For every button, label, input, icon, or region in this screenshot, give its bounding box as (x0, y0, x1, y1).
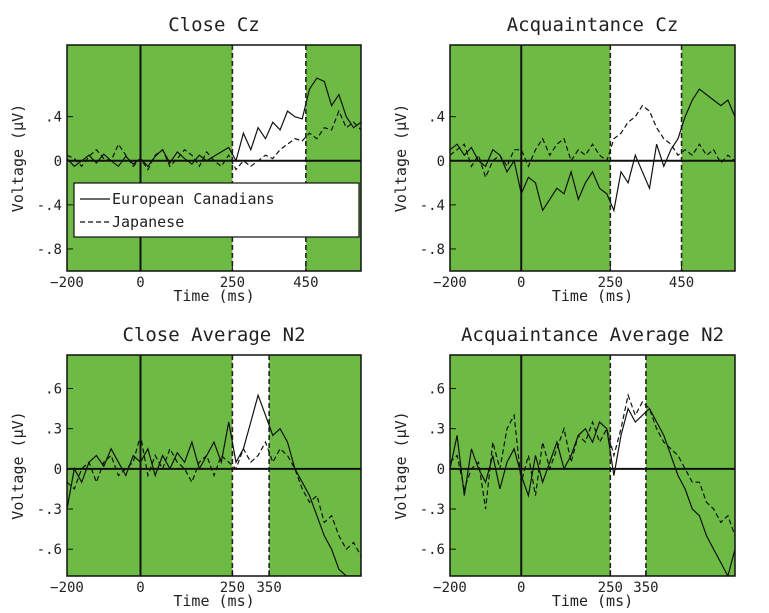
x-tick-label: 0 (517, 275, 525, 291)
y-tick-label: 0 (54, 462, 62, 478)
x-tick-label: 450 (669, 275, 694, 291)
x-tick-label: 0 (136, 580, 144, 596)
chart-panel-4: .6 .3 0 -.3 -.6 −200 0 250 350 Acquaintance Avera… (392, 324, 736, 610)
panel-title: Close Cz (168, 14, 260, 36)
x-tick-label: 0 (517, 580, 525, 596)
y-tick-label: 0 (54, 154, 62, 170)
panel-title: Acquaintance Cz (507, 14, 679, 36)
y-axis-label: Voltage (μV) (392, 411, 410, 519)
x-tick-label: 450 (293, 275, 318, 291)
x-tick-label: 0 (136, 275, 144, 291)
series-japanese-line (67, 109, 361, 171)
series-japanese-line (450, 104, 735, 179)
y-tick-label: .4 (45, 110, 62, 126)
legend-label: European Canadians (112, 190, 275, 208)
y-tick-label: -.4 (420, 198, 445, 214)
plot-frame (66, 44, 362, 272)
y-tick-label: 0 (437, 462, 445, 478)
shaded-region (681, 45, 735, 271)
y-tick-label: -.3 (37, 502, 62, 518)
plot-frame (449, 354, 736, 577)
y-tick-label: -.8 (420, 242, 445, 258)
y-tick-label: -.8 (37, 242, 62, 258)
y-tick-label: -.6 (420, 542, 445, 558)
series-european-canadians-line (450, 406, 735, 576)
series-european-canadians-line (67, 77, 361, 168)
y-tick-label: .4 (428, 110, 445, 126)
series-european-canadians-line (450, 88, 735, 213)
x-tick-label: 350 (633, 580, 658, 596)
x-tick-label: 250 (598, 275, 623, 291)
x-tick-label: −200 (50, 580, 84, 596)
shaded-region (450, 45, 611, 271)
shaded-region (67, 355, 233, 576)
chart-panel-1: .4 0 -.4 -.8 −200 0 250 450 Close Cz Time (ms) Vol… (9, 14, 362, 305)
panel-title: Acquaintance Average N2 (461, 324, 724, 346)
x-axis-label: Time (ms) (173, 287, 254, 305)
x-tick-label: −200 (50, 275, 84, 291)
y-axis-label: Voltage (μV) (9, 411, 27, 519)
x-tick-label: 250 (598, 580, 623, 596)
y-tick-label: .3 (428, 422, 445, 438)
y-tick-label: 0 (437, 154, 445, 170)
shaded-region (269, 355, 361, 576)
y-tick-label: -.3 (420, 502, 445, 518)
y-tick-label: .6 (428, 381, 445, 397)
x-axis-label: Time (ms) (552, 287, 633, 305)
x-tick-label: 250 (220, 275, 245, 291)
x-axis-label: Time (ms) (552, 592, 633, 610)
plot-frame (66, 354, 362, 577)
y-tick-label: -.6 (37, 542, 62, 558)
plot-frame (449, 44, 736, 272)
panel-title: Close Average N2 (122, 324, 305, 346)
y-tick-label: .6 (45, 381, 62, 397)
legend-label: Japanese (112, 213, 184, 231)
legend-box (73, 182, 360, 238)
chart-panel-2: .4 0 -.4 -.8 −200 0 250 450 Acquaintance Cz Time … (392, 14, 736, 305)
chart-panel-3: .6 .3 0 -.3 -.6 −200 0 250 350 Close Average N2 Ti… (9, 324, 362, 610)
legend: European Canadians Japanese (73, 182, 360, 238)
shaded-region (645, 355, 735, 576)
y-axis-label: Voltage (μV) (392, 104, 410, 212)
y-tick-label: -.4 (37, 198, 62, 214)
y-tick-label: .3 (45, 422, 62, 438)
x-tick-label: 250 (220, 580, 245, 596)
x-axis-label: Time (ms) (173, 592, 254, 610)
x-tick-label: −200 (433, 275, 467, 291)
series-european-canadians-line (67, 393, 361, 576)
x-tick-label: 350 (256, 580, 281, 596)
series-japanese-line (450, 393, 735, 536)
y-axis-label: Voltage (μV) (9, 104, 27, 212)
x-tick-label: −200 (433, 580, 467, 596)
series-japanese-line (67, 435, 361, 557)
